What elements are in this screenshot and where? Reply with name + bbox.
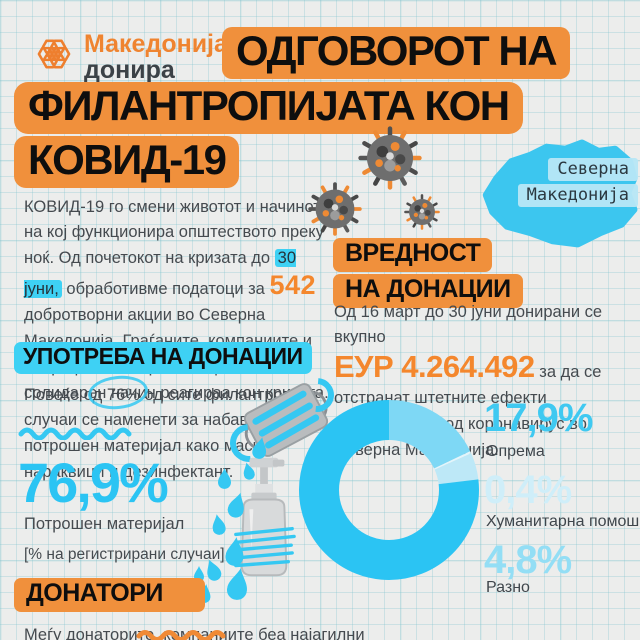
- logo-wordmark: Македонија донира: [84, 31, 228, 83]
- donut-chart: [299, 400, 479, 580]
- stat-label-oprema: Опрема: [486, 443, 545, 460]
- virus-icon: [358, 126, 422, 190]
- squiggle-underline-icon: [18, 427, 132, 440]
- donut-segment: [299, 400, 479, 580]
- logo-line2: донира: [84, 56, 175, 84]
- stat-label-humanitarna: Хуманитарна помош: [486, 513, 640, 530]
- face-mask-icon: [230, 371, 343, 469]
- squiggle-underline-icon: [136, 630, 226, 640]
- donors-section-heading: ДОНАТОРИ: [14, 578, 205, 612]
- donors-paragraph: Меѓу донаторите, компаниите беа најагилн…: [24, 623, 376, 640]
- intro-paragraph: КОВИД-19 го смени животот и начинот на к…: [24, 197, 329, 402]
- usage-section-heading: УПОТРЕБА НА ДОНАЦИИ: [14, 342, 312, 374]
- droplet-icon: [225, 567, 250, 602]
- virus-icon: [404, 194, 440, 230]
- droplet-icon: [210, 513, 226, 536]
- page-title-line1: ОДГОВОРОТ НА: [222, 27, 571, 79]
- page-title-line3: КОВИД-19: [14, 136, 240, 188]
- sanitizer-bottle-icon: [233, 457, 296, 577]
- percent-note: [% на регистрирани случаи]: [24, 546, 225, 563]
- stat-value-razno: 4,8%: [484, 538, 572, 582]
- logo-rosette-icon: [37, 39, 71, 69]
- circled-percent: 76%: [106, 385, 140, 404]
- stat-value-oprema: 17,9%: [484, 396, 593, 440]
- droplet-icon: [218, 468, 231, 489]
- actions-count: 542: [269, 270, 317, 301]
- page-title-line2: ФИЛАНТРОПИЈАТА КОН: [14, 82, 523, 134]
- logo-line1: Македонија: [84, 30, 228, 58]
- usage-paragraph: Повеќе од 76% од сите филантропски случа…: [24, 385, 317, 482]
- value-section-heading: ВРЕДНОСТ НА ДОНАЦИИ: [333, 238, 523, 308]
- droplet-icon: [225, 536, 246, 567]
- donation-amount: ЕУР 4.264.492: [334, 349, 535, 385]
- map-label: Северна Македонија: [476, 158, 638, 207]
- stat-value-humanitarna: 0,4%: [484, 468, 572, 512]
- stat-label-razno: Разно: [486, 579, 530, 596]
- virus-icon: [308, 182, 362, 236]
- consumables-label: Потрошен материјал: [24, 515, 185, 533]
- consumables-percent: 76,9%: [18, 451, 169, 514]
